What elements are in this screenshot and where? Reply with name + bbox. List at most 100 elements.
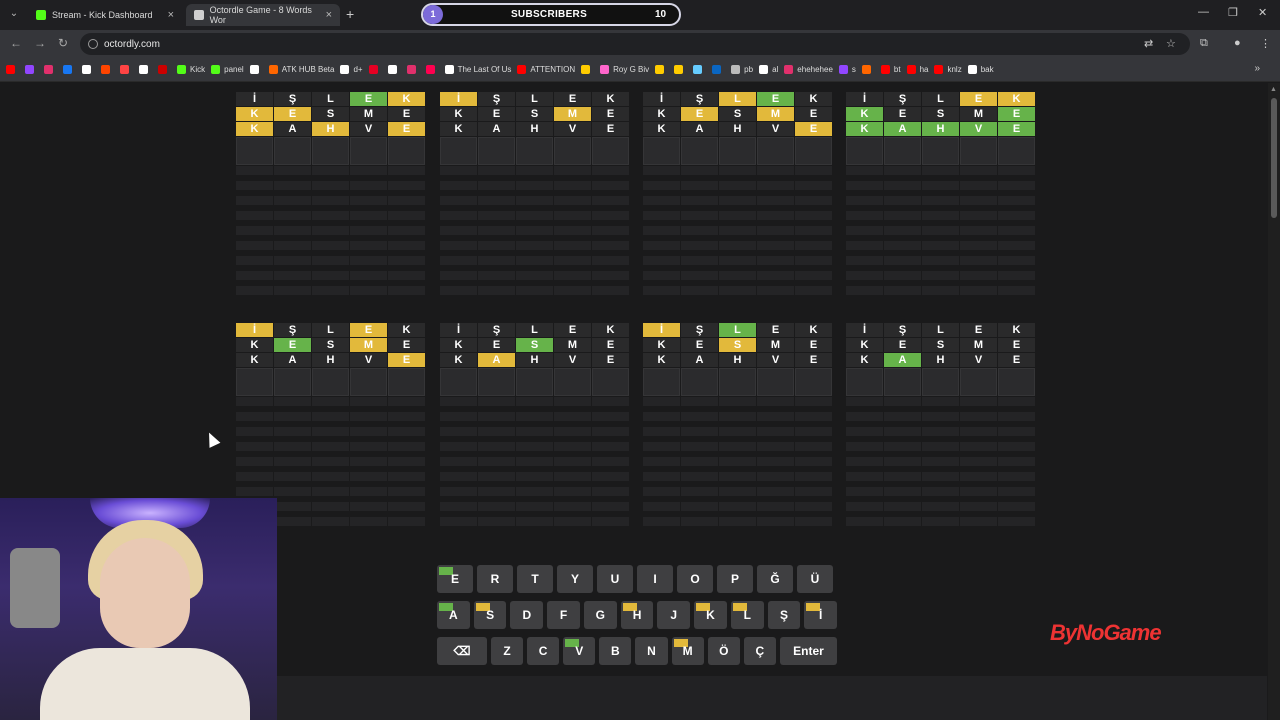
profile-icon[interactable]: ● — [1234, 37, 1241, 49]
letter-key[interactable]: C — [527, 637, 560, 665]
bookmark-item[interactable] — [674, 65, 687, 74]
letter-key[interactable]: R — [477, 565, 513, 593]
bookmark-item[interactable]: bak — [967, 65, 994, 74]
letter-key[interactable]: L — [730, 601, 764, 629]
more-bookmarks-icon[interactable]: » — [1254, 63, 1260, 74]
extensions-icon[interactable]: ⧉ — [1200, 37, 1208, 49]
restore-icon[interactable]: ❐ — [1228, 7, 1238, 19]
bookmark-item[interactable] — [6, 65, 19, 74]
letter-tile: E — [757, 92, 794, 106]
bookmark-item[interactable]: The Last Of Us — [444, 65, 511, 74]
bookmark-item[interactable]: bt — [880, 65, 901, 74]
empty-tile — [554, 397, 591, 406]
empty-tile — [643, 487, 680, 496]
letter-key[interactable]: Y — [557, 565, 593, 593]
enter-key[interactable]: Enter — [779, 637, 838, 665]
scrollbar-thumb[interactable] — [1271, 98, 1277, 218]
letter-key[interactable]: F — [547, 601, 580, 629]
letter-key[interactable]: H — [620, 601, 654, 629]
bookmark-item[interactable] — [120, 65, 133, 74]
bookmark-item[interactable] — [425, 65, 439, 74]
bookmark-item[interactable]: ha — [906, 65, 928, 74]
bookmark-item[interactable] — [861, 65, 875, 74]
bookmark-item[interactable] — [44, 65, 57, 74]
current-guess-row — [846, 368, 1036, 396]
bookmark-item[interactable]: ATTENTION — [517, 65, 575, 74]
empty-tile — [960, 457, 997, 466]
letter-key[interactable]: B — [599, 637, 632, 665]
bookmark-item[interactable] — [82, 65, 95, 74]
bookmark-item[interactable]: d+ — [340, 65, 363, 74]
letter-key[interactable]: D — [510, 601, 544, 629]
bookmark-item[interactable] — [406, 65, 420, 74]
forward-icon[interactable]: → — [34, 36, 46, 50]
site-info-icon[interactable] — [88, 39, 98, 49]
letter-key[interactable]: V — [563, 637, 596, 665]
new-tab-icon[interactable]: + — [346, 6, 355, 22]
letter-key[interactable]: İ — [804, 601, 838, 629]
bookmark-star-icon[interactable]: ☆ — [1166, 38, 1176, 50]
bookmark-item[interactable]: Kick — [177, 65, 205, 74]
bookmark-item[interactable] — [63, 65, 76, 74]
reload-icon[interactable]: ↻ — [58, 36, 69, 50]
letter-key[interactable]: Z — [490, 637, 524, 665]
backspace-key[interactable]: ⌫ — [437, 637, 487, 665]
bookmark-item[interactable] — [101, 65, 114, 74]
bookmark-item[interactable] — [655, 65, 668, 74]
letter-key[interactable]: U — [597, 565, 633, 593]
bookmark-item[interactable] — [139, 65, 152, 74]
letter-key[interactable]: G — [583, 601, 617, 629]
bookmark-item[interactable] — [249, 65, 263, 74]
empty-tile — [592, 166, 629, 175]
letter-key[interactable]: A — [437, 601, 470, 629]
back-icon[interactable]: ← — [10, 36, 22, 50]
bookmark-item[interactable] — [693, 65, 706, 74]
letter-key[interactable]: M — [671, 637, 704, 665]
tab-search-icon[interactable]: ⌄ — [9, 8, 19, 19]
bookmark-item[interactable]: pb — [731, 65, 753, 74]
bookmark-item[interactable] — [581, 65, 594, 74]
letter-key[interactable]: O — [677, 565, 713, 593]
bookmark-item[interactable] — [712, 65, 725, 74]
bookmark-item[interactable]: Roy G Biv — [600, 65, 649, 74]
bookmark-item[interactable]: panel — [211, 65, 244, 74]
close-icon[interactable]: × — [167, 9, 174, 21]
letter-key[interactable]: K — [694, 601, 727, 629]
letter-key[interactable]: Ü — [797, 565, 833, 593]
letter-key[interactable]: J — [657, 601, 691, 629]
bookmark-item[interactable] — [387, 65, 401, 74]
close-icon[interactable]: × — [325, 9, 332, 21]
close-window-icon[interactable]: ✕ — [1258, 7, 1268, 19]
letter-key[interactable]: I — [637, 565, 673, 593]
letter-key[interactable]: E — [437, 565, 473, 593]
translate-icon[interactable]: ⇄ — [1144, 38, 1154, 50]
letter-key[interactable]: Ç — [743, 637, 776, 665]
empty-tile — [960, 196, 997, 205]
bookmark-item[interactable]: knlz — [934, 65, 962, 74]
page-scrollbar[interactable]: ▲ — [1268, 83, 1280, 720]
bookmark-item[interactable] — [368, 65, 382, 74]
bookmark-item[interactable] — [25, 65, 38, 74]
bookmark-item[interactable]: s — [838, 65, 856, 74]
empty-tile — [960, 137, 997, 165]
empty-tile — [998, 211, 1035, 220]
bookmark-item[interactable] — [158, 65, 171, 74]
bookmark-item[interactable]: al — [759, 65, 778, 74]
letter-key[interactable]: Ö — [707, 637, 740, 665]
menu-icon[interactable]: ⋮ — [1260, 38, 1271, 50]
bookmark-item[interactable]: ATK HUB Beta — [268, 65, 334, 74]
empty-tile — [554, 517, 591, 526]
minimize-icon[interactable]: — — [1198, 6, 1209, 18]
letter-key[interactable]: N — [635, 637, 668, 665]
bookmark-favicon-icon — [759, 65, 769, 74]
letter-key[interactable]: P — [717, 565, 753, 593]
url-bar[interactable]: octordly.com — [80, 33, 1190, 55]
letter-key[interactable]: Ş — [767, 601, 801, 629]
scroll-up-icon[interactable]: ▲ — [1270, 86, 1277, 93]
letter-key[interactable]: S — [473, 601, 507, 629]
tab-octordle[interactable]: Octordle Game - 8 Words Wor × — [186, 4, 340, 26]
letter-key[interactable]: T — [517, 565, 553, 593]
letter-key[interactable]: Ğ — [757, 565, 793, 593]
tab-kick-dashboard[interactable]: Stream - Kick Dashboard × — [28, 4, 182, 26]
bookmark-item[interactable]: ehehehee — [784, 65, 833, 74]
